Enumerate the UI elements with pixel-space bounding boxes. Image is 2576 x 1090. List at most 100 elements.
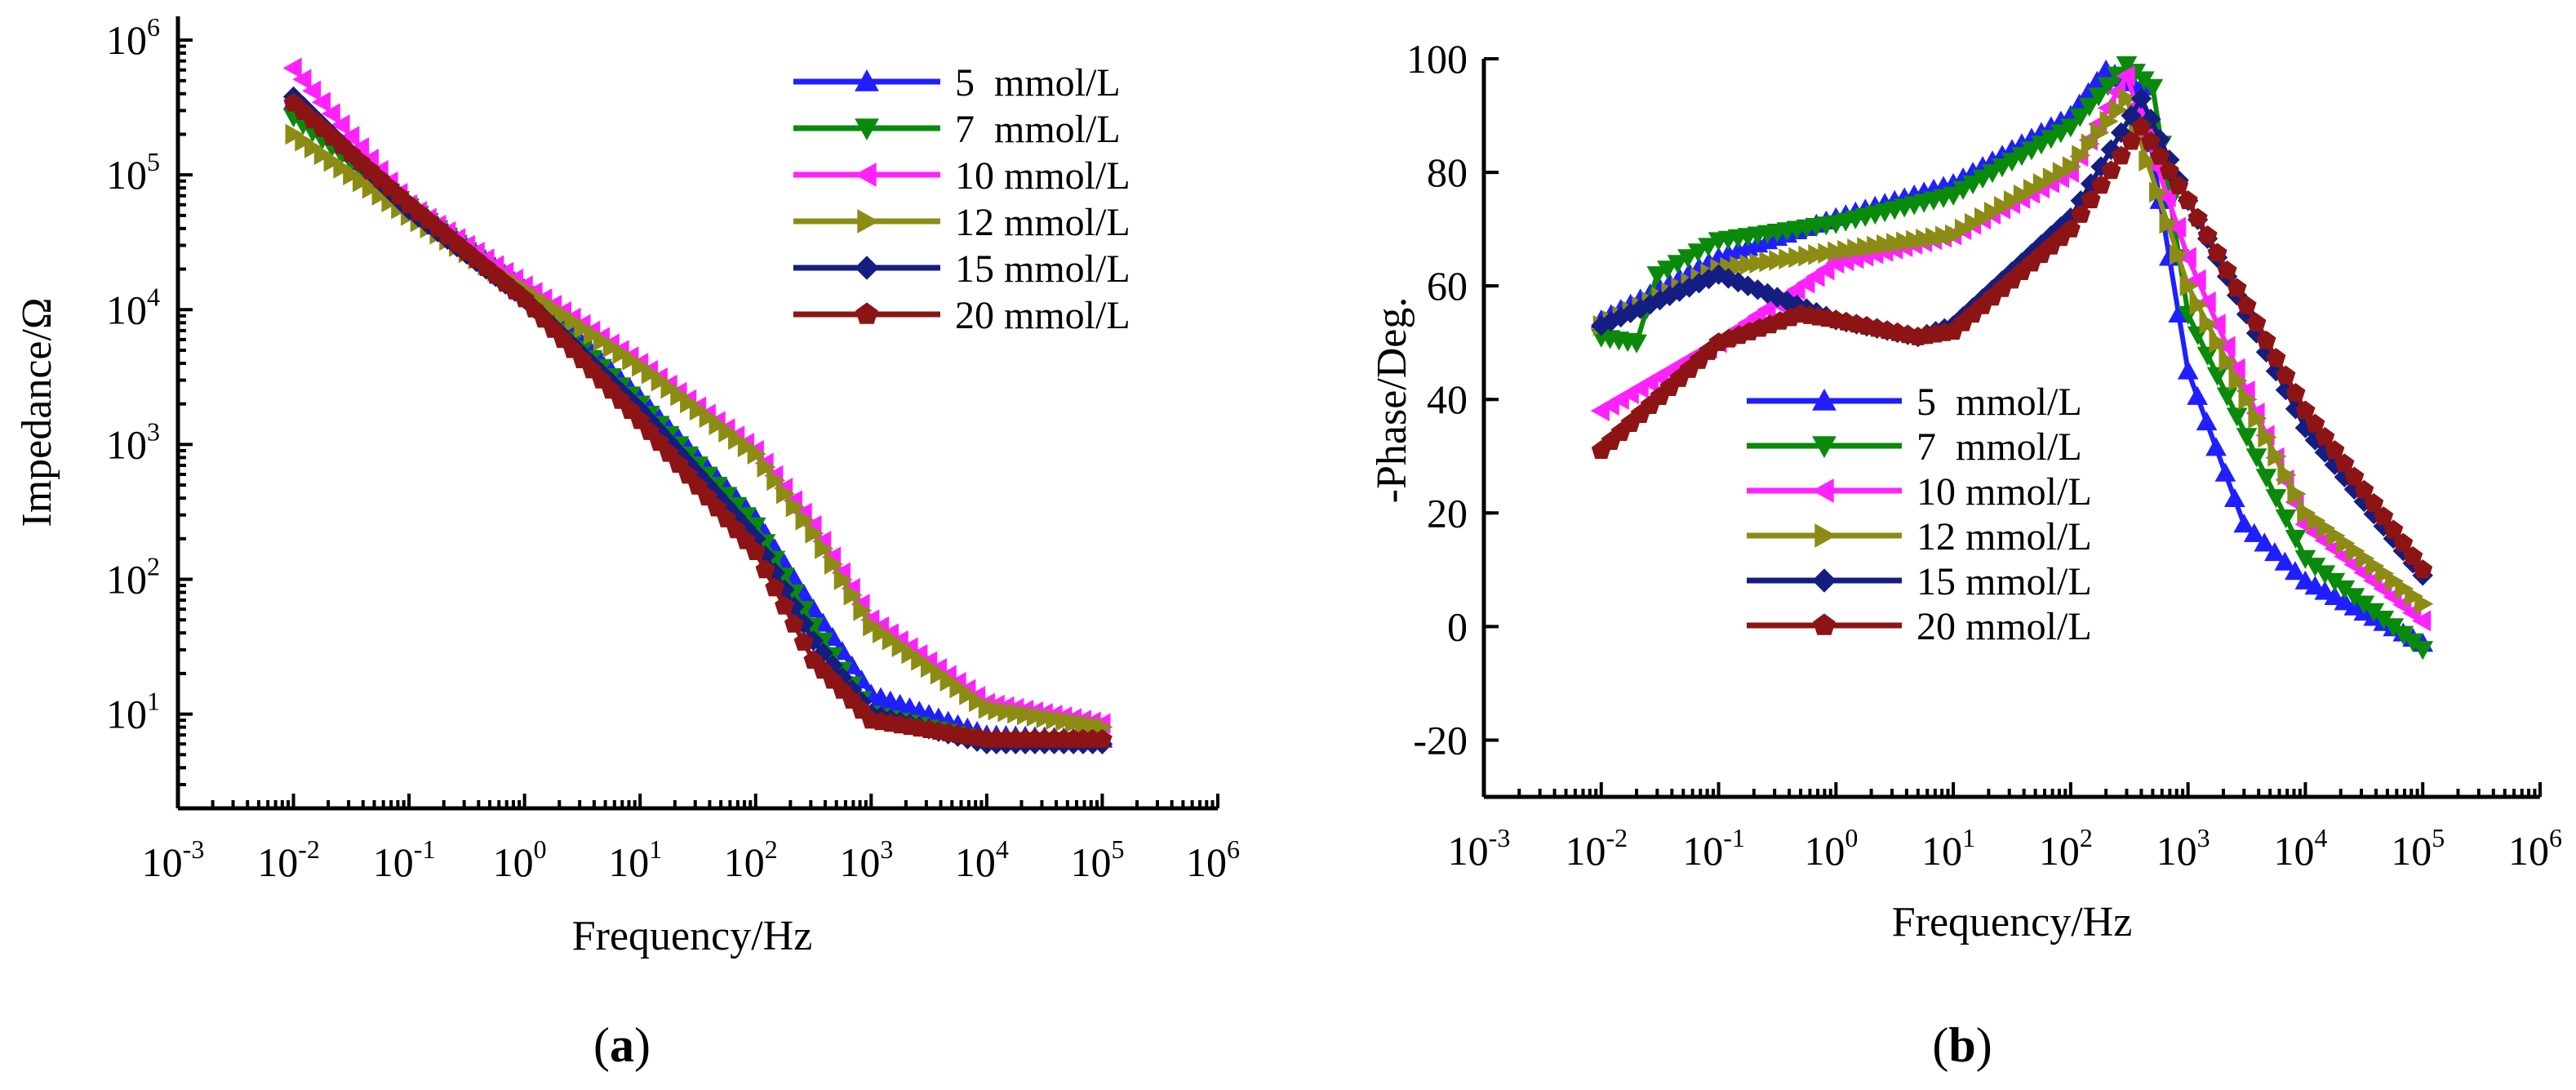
data-point bbox=[2255, 469, 2277, 488]
data-point bbox=[737, 436, 757, 457]
data-point bbox=[2236, 428, 2258, 447]
legend-label: 15 mmol/L bbox=[955, 247, 1130, 291]
legend-marker bbox=[1812, 568, 1837, 593]
data-point bbox=[2344, 466, 2365, 486]
data-point bbox=[1657, 260, 1678, 280]
y-tick-label: 80 bbox=[1427, 149, 1468, 195]
legend-label: 20 mmol/L bbox=[955, 294, 1130, 337]
x-tick-label: 106 bbox=[2508, 823, 2562, 874]
data-point bbox=[1952, 180, 1974, 200]
data-point bbox=[2218, 351, 2238, 372]
data-point bbox=[2206, 367, 2228, 386]
data-point bbox=[622, 349, 642, 371]
data-point bbox=[2214, 462, 2236, 482]
legend-marker bbox=[1812, 388, 1837, 411]
data-point bbox=[2374, 506, 2394, 526]
data-point bbox=[2097, 77, 2119, 96]
data-point bbox=[2334, 453, 2355, 473]
data-point bbox=[1857, 237, 1876, 259]
data-point bbox=[988, 699, 1007, 721]
data-point bbox=[891, 636, 911, 657]
legend-marker bbox=[855, 256, 879, 280]
data-point bbox=[755, 559, 775, 579]
data-point bbox=[1749, 252, 1769, 274]
data-point bbox=[2196, 346, 2218, 366]
data-point bbox=[2305, 413, 2325, 433]
data-point bbox=[1788, 247, 1808, 269]
x-tick-label: 100 bbox=[493, 834, 547, 885]
y-tick-label: 105 bbox=[106, 147, 160, 198]
data-point bbox=[824, 554, 844, 575]
data-point bbox=[554, 305, 574, 327]
y-tick-label: 101 bbox=[106, 687, 160, 737]
legend-marker bbox=[854, 162, 877, 187]
data-point bbox=[1092, 728, 1113, 748]
data-point bbox=[863, 615, 882, 637]
y-tick-label: 103 bbox=[106, 416, 160, 467]
y-tick-label: 40 bbox=[1427, 376, 1468, 422]
y-axis-title: -Phase/Deg. bbox=[1369, 297, 1415, 504]
data-point bbox=[2285, 529, 2307, 549]
data-point bbox=[641, 363, 661, 385]
data-point bbox=[1945, 224, 1965, 246]
data-point bbox=[321, 103, 340, 125]
data-point bbox=[602, 336, 622, 358]
data-point bbox=[2179, 275, 2199, 297]
data-point bbox=[282, 57, 302, 79]
data-point bbox=[843, 584, 863, 606]
legend-marker bbox=[1812, 436, 1837, 459]
data-point bbox=[2109, 99, 2129, 121]
data-point bbox=[574, 318, 593, 339]
y-tick-label: 60 bbox=[1427, 263, 1468, 309]
data-point bbox=[2246, 313, 2267, 332]
y-tick-label: 102 bbox=[106, 551, 160, 602]
data-point bbox=[2403, 545, 2423, 565]
data-point bbox=[323, 150, 343, 172]
data-point bbox=[2216, 387, 2238, 407]
data-point bbox=[1935, 225, 1955, 247]
y-tick-label: 100 bbox=[1406, 36, 1468, 82]
data-point bbox=[2233, 514, 2255, 533]
data-point bbox=[2413, 559, 2433, 579]
data-point bbox=[333, 158, 353, 179]
legend-marker bbox=[1811, 478, 1834, 503]
legend-marker bbox=[855, 69, 879, 91]
data-point bbox=[765, 577, 785, 597]
data-point bbox=[2060, 218, 2081, 238]
data-point bbox=[311, 91, 331, 113]
panel-label-a: (a) bbox=[593, 1018, 651, 1072]
data-point bbox=[2223, 487, 2245, 507]
data-point bbox=[2276, 365, 2296, 385]
data-point bbox=[295, 130, 314, 152]
data-point bbox=[1896, 231, 1916, 253]
data-point bbox=[2139, 150, 2158, 172]
data-point bbox=[1698, 238, 1719, 257]
panel-label-b: (b) bbox=[1932, 1018, 1992, 1072]
data-point bbox=[2354, 479, 2374, 499]
legend-marker bbox=[855, 302, 878, 324]
data-point bbox=[2149, 181, 2169, 203]
x-tick-label: 103 bbox=[839, 834, 893, 885]
data-point bbox=[2405, 585, 2424, 607]
data-point bbox=[2207, 242, 2227, 262]
data-point bbox=[2295, 400, 2316, 420]
data-point bbox=[785, 496, 805, 518]
data-point bbox=[2023, 179, 2043, 200]
data-point bbox=[2072, 145, 2091, 167]
phase-chart: 10-3 10-2 10-1 100 101 102 103 104 105 106 -20 0 20 4… bbox=[1369, 36, 2562, 945]
legend-label: 5 mmol/L bbox=[955, 61, 1121, 105]
x-tick-label: 106 bbox=[1186, 834, 1240, 885]
data-point bbox=[2346, 540, 2365, 562]
data-point bbox=[302, 80, 322, 102]
legend-marker bbox=[857, 209, 880, 234]
data-point bbox=[1626, 334, 1647, 354]
x-tick-label: 101 bbox=[608, 834, 662, 885]
data-point bbox=[2316, 518, 2336, 539]
x-tick-label: 10-2 bbox=[257, 834, 320, 885]
data-point bbox=[2042, 167, 2062, 189]
data-point bbox=[362, 177, 381, 199]
data-point bbox=[795, 509, 815, 531]
data-point bbox=[2216, 336, 2236, 358]
x-tick-label: 10-1 bbox=[1682, 823, 1745, 874]
data-point bbox=[1769, 250, 1788, 271]
